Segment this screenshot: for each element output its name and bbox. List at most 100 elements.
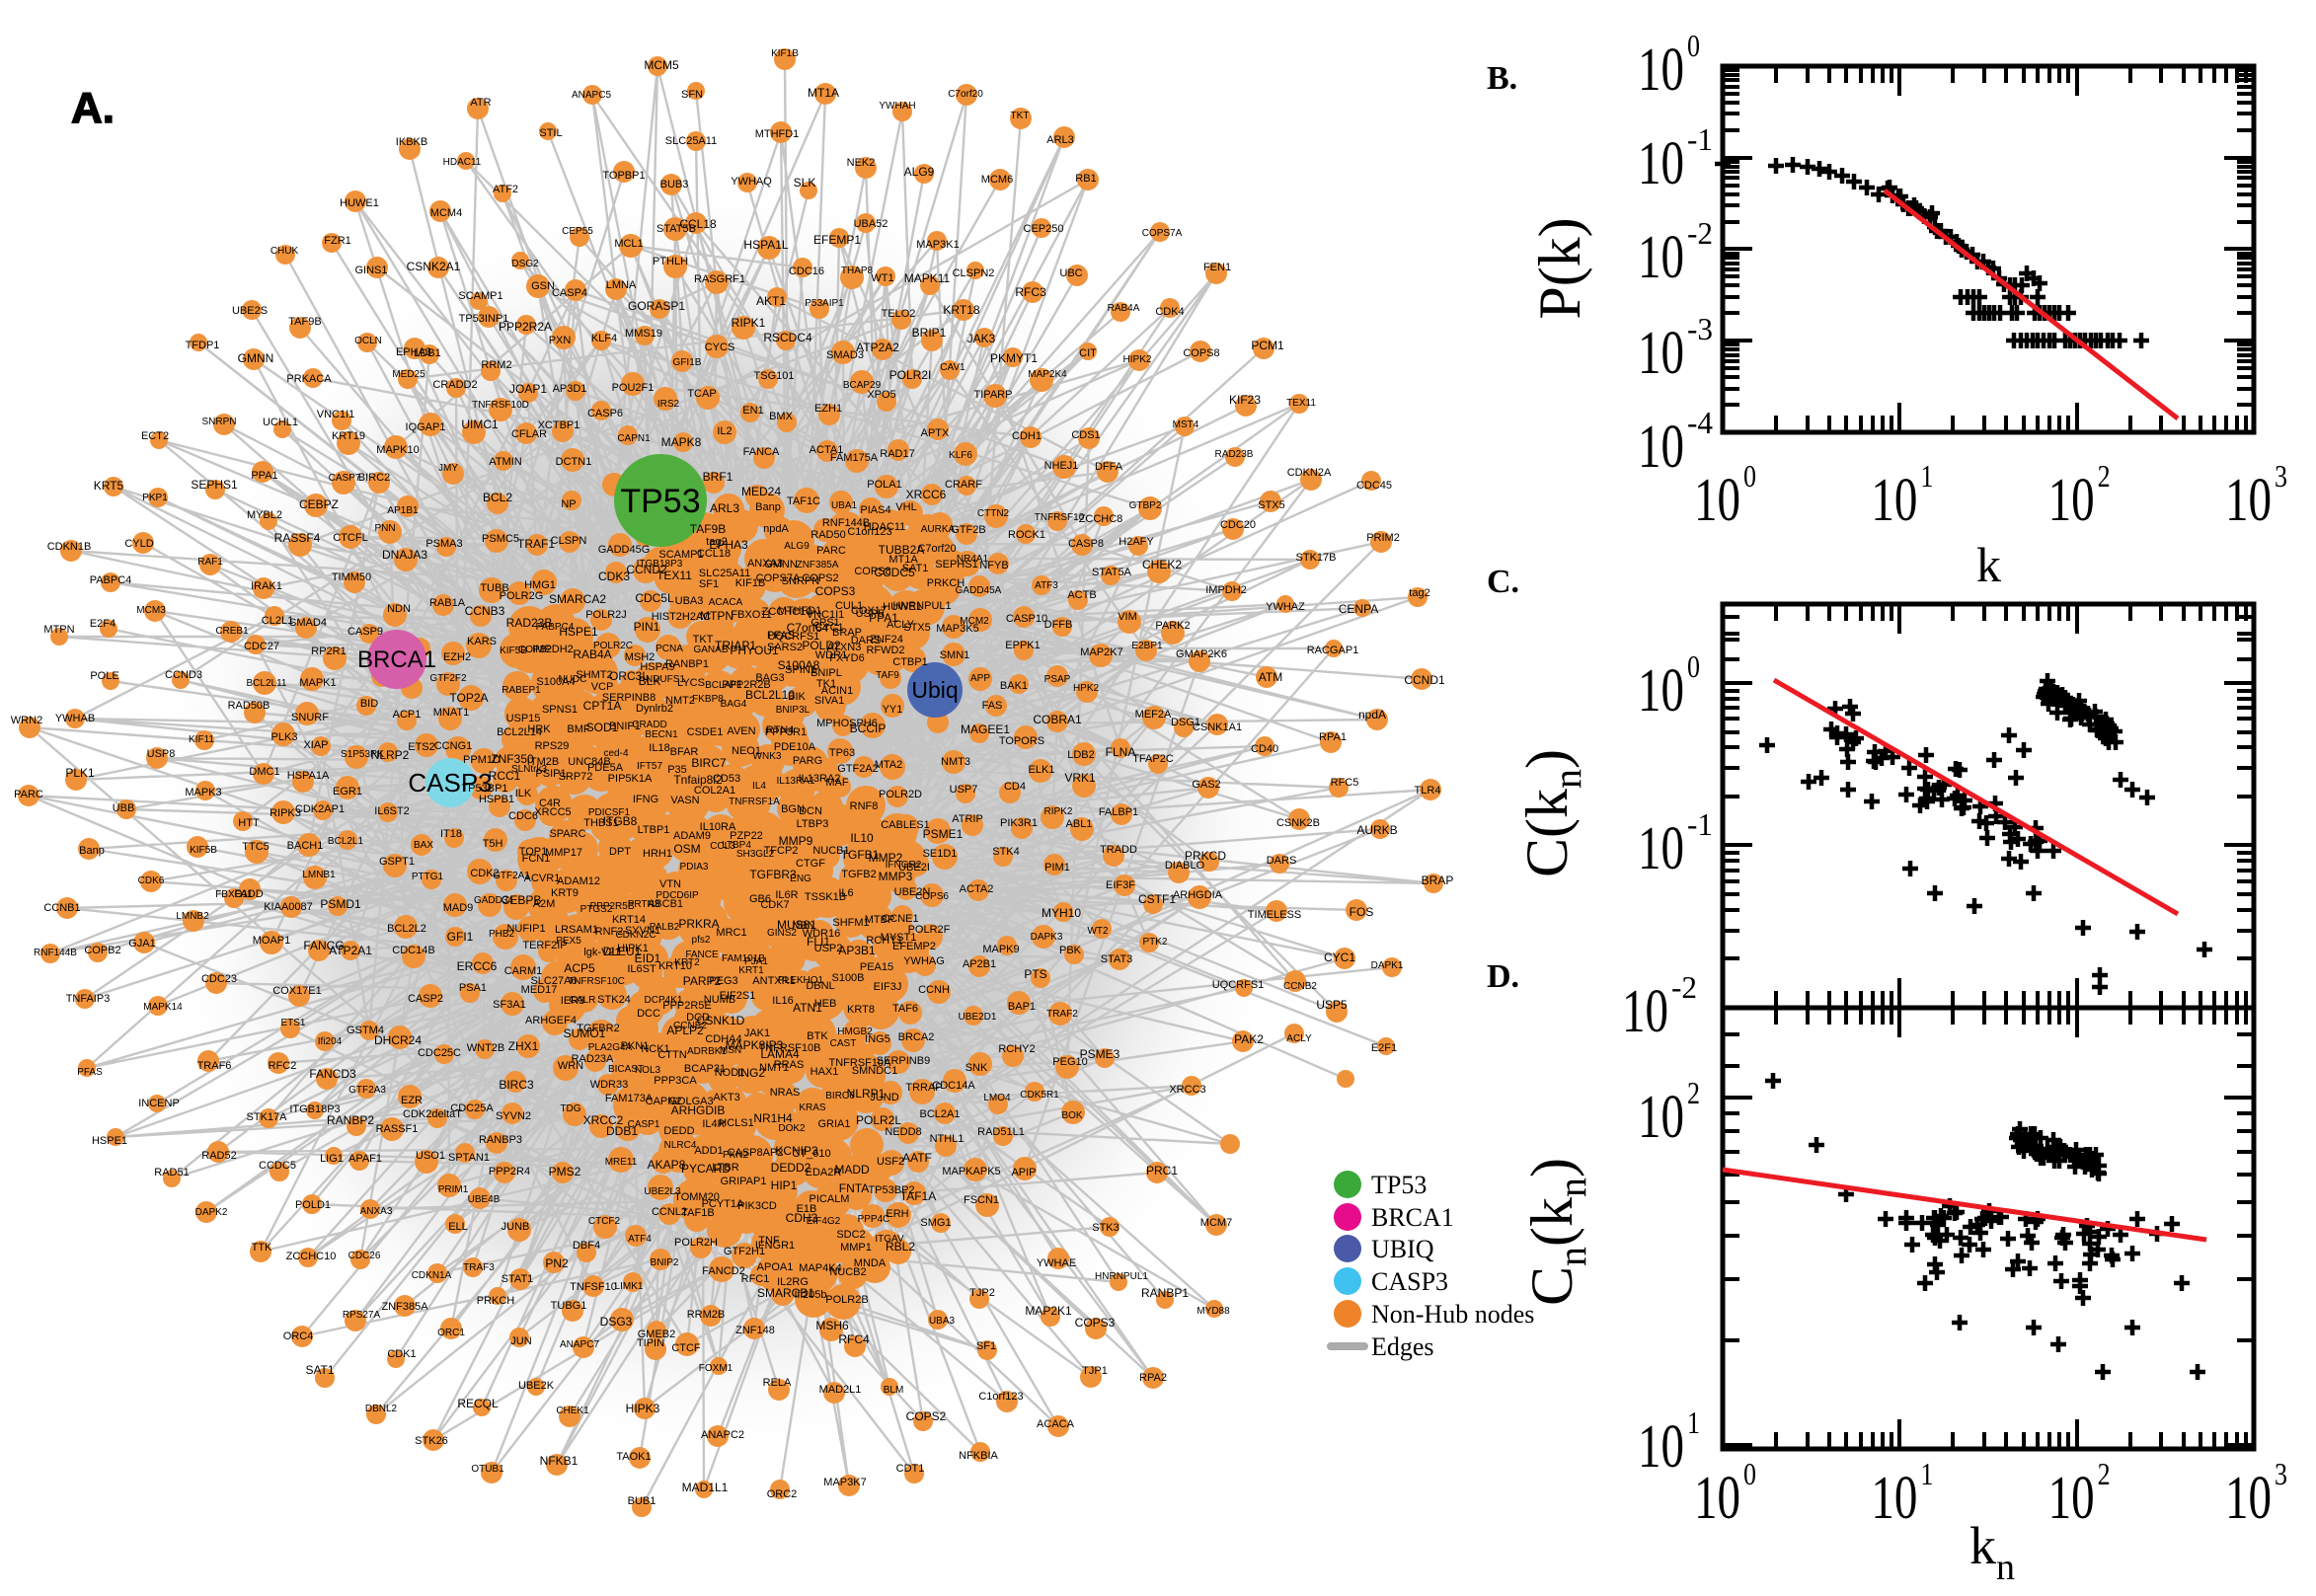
svg-text:MMP9: MMP9 xyxy=(779,834,813,848)
svg-text:SE1D1: SE1D1 xyxy=(923,848,958,860)
svg-text:PIM1: PIM1 xyxy=(1044,862,1070,874)
svg-text:DHCR24: DHCR24 xyxy=(374,1033,422,1047)
svg-text:CDC45: CDC45 xyxy=(1356,480,1392,492)
svg-text:BACH1: BACH1 xyxy=(287,840,324,852)
svg-text:CABLES1: CABLES1 xyxy=(881,819,930,831)
svg-text:TUBB2A: TUBB2A xyxy=(879,543,925,557)
svg-text:ORC2: ORC2 xyxy=(767,1488,798,1500)
svg-text:PPP2R4: PPP2R4 xyxy=(489,1166,530,1178)
svg-text:PPP4C: PPP4C xyxy=(858,1214,890,1225)
svg-text:ELL: ELL xyxy=(448,1221,468,1233)
svg-text:MTBP: MTBP xyxy=(865,914,895,926)
svg-text:PNN: PNN xyxy=(374,523,395,534)
svg-text:VTN: VTN xyxy=(659,878,681,890)
svg-text:EID1: EID1 xyxy=(635,951,661,965)
svg-text:PTGS2: PTGS2 xyxy=(580,904,613,915)
svg-text:CASP3: CASP3 xyxy=(408,768,492,798)
svg-text:GFI1B: GFI1B xyxy=(673,357,702,368)
svg-text:10: 10 xyxy=(1638,320,1684,387)
svg-text:PIN1: PIN1 xyxy=(634,620,660,634)
svg-text:GSN: GSN xyxy=(531,280,555,292)
svg-text:AP1B1: AP1B1 xyxy=(387,505,419,516)
svg-text:DCP4K1: DCP4K1 xyxy=(645,995,683,1006)
svg-text:BMF: BMF xyxy=(567,723,590,735)
svg-text:CSNK2B: CSNK2B xyxy=(1276,817,1320,829)
svg-text:PPP3CA: PPP3CA xyxy=(654,1075,697,1087)
svg-text:OSM: OSM xyxy=(673,842,700,856)
svg-text:RPS27A: RPS27A xyxy=(343,1310,381,1321)
svg-text:PSMA3: PSMA3 xyxy=(425,538,462,550)
svg-text:UBB: UBB xyxy=(113,802,135,814)
svg-text:MCL1: MCL1 xyxy=(614,238,643,250)
svg-text:NDUFS1: NDUFS1 xyxy=(646,674,685,685)
svg-text:ALG9: ALG9 xyxy=(784,541,810,552)
svg-text:NUFIP1: NUFIP1 xyxy=(506,923,545,935)
svg-text:HTT: HTT xyxy=(238,817,260,829)
svg-text:PRKCD: PRKCD xyxy=(1185,849,1226,863)
svg-text:CEP55: CEP55 xyxy=(562,226,593,237)
svg-text:C4R: C4R xyxy=(539,798,561,809)
svg-text:HIP1: HIP1 xyxy=(771,1178,798,1192)
svg-text:BCL2A1: BCL2A1 xyxy=(920,1108,961,1120)
svg-text:FBXO11: FBXO11 xyxy=(731,609,771,621)
svg-text:ARHGDIB: ARHGDIB xyxy=(671,1103,726,1117)
svg-text:STK24: STK24 xyxy=(597,994,631,1006)
svg-text:TOP2A: TOP2A xyxy=(449,691,488,705)
svg-text:RACGAP1: RACGAP1 xyxy=(1307,645,1359,656)
svg-text:SNRPN: SNRPN xyxy=(782,575,820,587)
svg-text:TELO2: TELO2 xyxy=(882,308,916,320)
svg-text:MMS19: MMS19 xyxy=(625,328,662,340)
svg-text:PSIP1: PSIP1 xyxy=(535,768,566,780)
svg-text:S100A8: S100A8 xyxy=(778,658,820,672)
svg-text:EGR1: EGR1 xyxy=(333,786,362,798)
svg-text:MT1A: MT1A xyxy=(888,554,918,566)
svg-text:YWHAH: YWHAH xyxy=(879,101,915,112)
svg-text:PTS: PTS xyxy=(1024,967,1046,981)
svg-text:SIVA1: SIVA1 xyxy=(814,695,844,707)
svg-text:ANXA3: ANXA3 xyxy=(360,1206,393,1217)
svg-text:IL2RG: IL2RG xyxy=(777,1276,809,1288)
svg-text:RAD51L1: RAD51L1 xyxy=(977,1126,1025,1138)
svg-text:MCM6: MCM6 xyxy=(981,174,1013,186)
svg-text:IFNG: IFNG xyxy=(633,794,658,805)
svg-text:IFNGR2: IFNGR2 xyxy=(886,860,922,871)
svg-text:TRADD: TRADD xyxy=(1100,844,1137,856)
svg-text:CAST: CAST xyxy=(830,1038,857,1049)
svg-text:MAPK10: MAPK10 xyxy=(376,444,419,456)
svg-text:UBA3: UBA3 xyxy=(929,1316,956,1327)
svg-text:MUS81: MUS81 xyxy=(777,918,816,932)
svg-text:PPA1: PPA1 xyxy=(251,470,277,482)
svg-text:BRF1: BRF1 xyxy=(703,470,733,484)
svg-text:DSG3: DSG3 xyxy=(600,1315,633,1329)
svg-text:LMNA: LMNA xyxy=(606,279,637,291)
svg-text:YWHAQ: YWHAQ xyxy=(731,176,772,188)
svg-text:STAT5B: STAT5B xyxy=(656,223,696,235)
svg-text:GRIPAP1: GRIPAP1 xyxy=(721,1176,767,1187)
svg-text:GADD34: GADD34 xyxy=(474,895,513,906)
svg-text:ACIN1: ACIN1 xyxy=(821,685,853,697)
svg-text:CCL18: CCL18 xyxy=(679,217,717,231)
svg-text:ATP2A2: ATP2A2 xyxy=(856,341,899,354)
svg-text:E1B: E1B xyxy=(797,1203,817,1215)
svg-text:A.: A. xyxy=(71,84,115,132)
svg-text:CASP8: CASP8 xyxy=(1068,538,1104,550)
svg-text:EPPK1: EPPK1 xyxy=(1005,640,1040,651)
svg-text:MTHFD1: MTHFD1 xyxy=(778,605,822,617)
svg-text:CDK2AP1: CDK2AP1 xyxy=(295,803,345,815)
svg-text:RAB4A: RAB4A xyxy=(1108,303,1140,314)
svg-text:IMPDH2: IMPDH2 xyxy=(1205,584,1247,596)
svg-text:PTK2: PTK2 xyxy=(1142,937,1167,948)
svg-text:ORC4: ORC4 xyxy=(283,1330,314,1342)
svg-text:USF2: USF2 xyxy=(877,1156,904,1168)
svg-text:CDC5L: CDC5L xyxy=(635,591,674,605)
svg-text:MMP1: MMP1 xyxy=(840,1242,872,1254)
svg-text:ITGB18P3: ITGB18P3 xyxy=(637,559,683,570)
svg-text:GTF2A2: GTF2A2 xyxy=(837,763,879,775)
svg-text:UBE2K: UBE2K xyxy=(518,1380,555,1392)
svg-text:PEG3: PEG3 xyxy=(709,975,737,987)
svg-text:SNK: SNK xyxy=(965,1062,988,1074)
svg-text:WNT2B: WNT2B xyxy=(467,1042,505,1054)
svg-text:10: 10 xyxy=(1694,1465,1740,1532)
svg-text:RBL2: RBL2 xyxy=(886,1240,915,1254)
svg-text:AP3D1: AP3D1 xyxy=(553,383,587,395)
